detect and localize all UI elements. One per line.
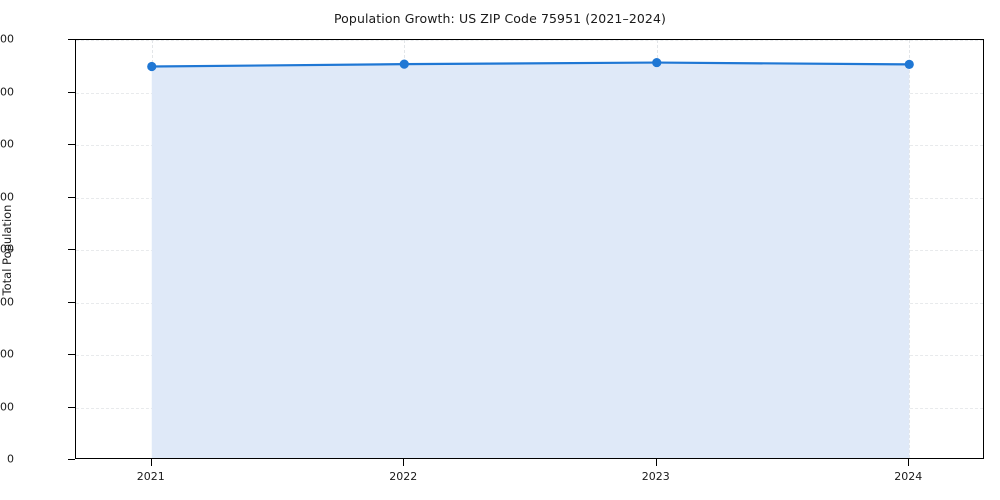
x-tick-mark [403,459,405,466]
gridline-horizontal [76,40,983,41]
y-tick-mark [68,406,75,408]
x-tick-label: 2024 [894,470,923,483]
plot-area [75,39,984,459]
y-tick-label: 12,000 [0,137,14,151]
y-tick-mark [68,196,75,198]
y-tick-mark [68,459,75,460]
x-tick-label: 2022 [389,470,418,483]
x-tick-mark [150,459,152,466]
y-tick-label: 8,000 [0,242,14,256]
y-tick-label: 2,000 [0,400,14,413]
data-point-marker [147,61,157,72]
x-tick-mark [908,459,910,466]
y-tick-mark [68,249,75,250]
data-point-marker [399,59,409,69]
x-tick-label: 2023 [641,470,670,483]
data-point-marker [652,57,662,68]
data-series-layer [147,57,914,458]
y-tick-mark [68,144,75,145]
y-tick-mark [68,354,75,355]
x-tick-mark [655,459,657,466]
y-tick-label: 16,000 [0,32,14,46]
y-tick-mark [68,39,75,40]
y-tick-label: 4,000 [0,347,14,361]
x-tick-label: 2021 [136,470,165,483]
y-tick-label: 0 [7,452,14,466]
y-tick-mark [68,301,75,303]
chart-title: Population Growth: US ZIP Code 75951 (20… [333,11,667,26]
y-tick-label: 6,000 [0,295,14,308]
y-tick-label: 14,000 [0,85,14,98]
area-fill [151,62,910,458]
y-tick-label: 10,000 [0,190,14,203]
data-point-marker [904,59,914,70]
gridline-vertical [909,40,911,458]
data-point-markers [147,57,914,72]
y-tick-mark [68,91,75,93]
line-path [150,61,911,68]
